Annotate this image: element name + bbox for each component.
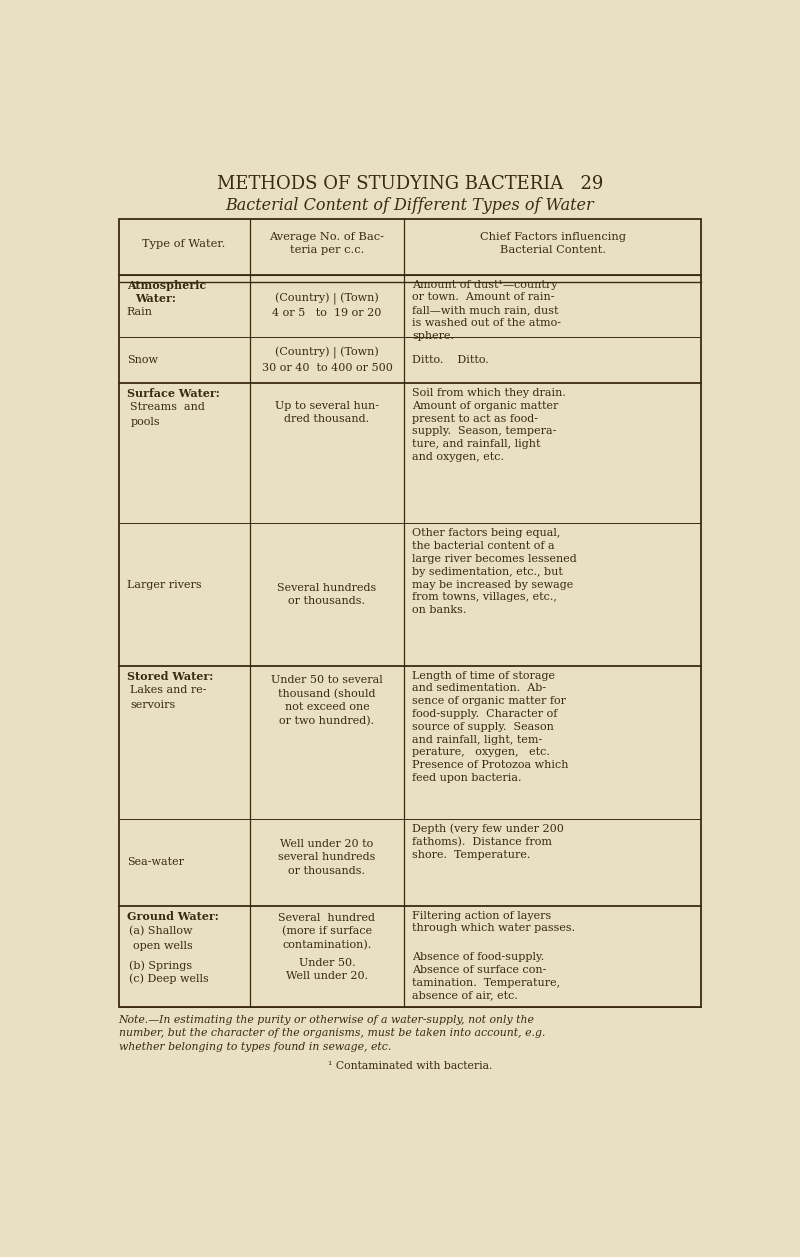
Text: Note.—In estimating the purity or otherwise of a water-supply, not only the
numb: Note.—In estimating the purity or otherw… bbox=[118, 1016, 545, 1052]
Text: Filtering action of layers
through which water passes.: Filtering action of layers through which… bbox=[412, 910, 575, 934]
Text: Well under 20 to
several hundreds
or thousands.: Well under 20 to several hundreds or tho… bbox=[278, 840, 376, 876]
Text: Rain: Rain bbox=[126, 307, 153, 317]
Text: (c) Deep wells: (c) Deep wells bbox=[129, 973, 209, 984]
Text: Stored Water:: Stored Water: bbox=[126, 670, 213, 681]
Text: Surface Water:: Surface Water: bbox=[126, 388, 219, 398]
Text: Chief Factors influencing
Bacterial Content.: Chief Factors influencing Bacterial Cont… bbox=[480, 233, 626, 255]
Text: Snow: Snow bbox=[126, 354, 158, 365]
Text: Sea-water: Sea-water bbox=[126, 857, 184, 867]
Text: servoirs: servoirs bbox=[130, 700, 176, 710]
Text: (b) Springs: (b) Springs bbox=[129, 960, 192, 970]
Text: Lakes and re-: Lakes and re- bbox=[130, 685, 207, 695]
Bar bbox=[118, 219, 702, 1007]
Text: Ditto.    Ditto.: Ditto. Ditto. bbox=[412, 354, 489, 365]
Text: Other factors being equal,
the bacterial content of a
large river becomes lessen: Other factors being equal, the bacterial… bbox=[412, 528, 577, 615]
Text: Average No. of Bac-
teria per c.c.: Average No. of Bac- teria per c.c. bbox=[270, 233, 385, 255]
Text: Several hundreds
or thousands.: Several hundreds or thousands. bbox=[278, 583, 377, 606]
Text: pools: pools bbox=[130, 417, 160, 427]
Text: Depth (very few under 200
fathoms).  Distance from
shore.  Temperature.: Depth (very few under 200 fathoms). Dist… bbox=[412, 823, 564, 860]
Text: Larger rivers: Larger rivers bbox=[126, 579, 202, 590]
Text: Streams  and: Streams and bbox=[130, 402, 206, 412]
Text: Under 50.
Well under 20.: Under 50. Well under 20. bbox=[286, 958, 368, 982]
Text: (a) Shallow: (a) Shallow bbox=[129, 926, 193, 936]
Text: Several  hundred
(more if surface
contamination).: Several hundred (more if surface contami… bbox=[278, 913, 375, 950]
Text: Under 50 to several
thousand (should
not exceed one
or two hundred).: Under 50 to several thousand (should not… bbox=[271, 675, 383, 725]
Text: open wells: open wells bbox=[133, 940, 193, 950]
Text: Amount of dust¹—country
or town.  Amount of rain-
fall—with much rain, dust
is w: Amount of dust¹—country or town. Amount … bbox=[412, 279, 562, 341]
Text: Length of time of storage
and sedimentation.  Ab-
sence of organic matter for
fo: Length of time of storage and sedimentat… bbox=[412, 670, 569, 783]
Text: Up to several hun-
dred thousand.: Up to several hun- dred thousand. bbox=[275, 401, 379, 424]
Text: (Country) | (Town)
30 or 40  to 400 or 500: (Country) | (Town) 30 or 40 to 400 or 50… bbox=[262, 347, 392, 372]
Text: Bacterial Content of Different Types of Water: Bacterial Content of Different Types of … bbox=[226, 197, 594, 214]
Text: (Country) | (Town)
4 or 5   to  19 or 20: (Country) | (Town) 4 or 5 to 19 or 20 bbox=[272, 293, 382, 318]
Text: Absence of food-supply.: Absence of food-supply. bbox=[412, 953, 545, 963]
Text: Water:: Water: bbox=[134, 293, 175, 304]
Text: Ground Water:: Ground Water: bbox=[126, 910, 218, 921]
Text: METHODS OF STUDYING BACTERIA   29: METHODS OF STUDYING BACTERIA 29 bbox=[217, 175, 603, 194]
Text: Atmospheric: Atmospheric bbox=[126, 279, 206, 290]
Text: ¹ Contaminated with bacteria.: ¹ Contaminated with bacteria. bbox=[328, 1061, 492, 1071]
Text: Absence of surface con-
tamination.  Temperature,
absence of air, etc.: Absence of surface con- tamination. Temp… bbox=[412, 965, 560, 1001]
Text: Type of Water.: Type of Water. bbox=[142, 239, 226, 249]
Text: Soil from which they drain.
Amount of organic matter
present to act as food-
sup: Soil from which they drain. Amount of or… bbox=[412, 388, 566, 463]
